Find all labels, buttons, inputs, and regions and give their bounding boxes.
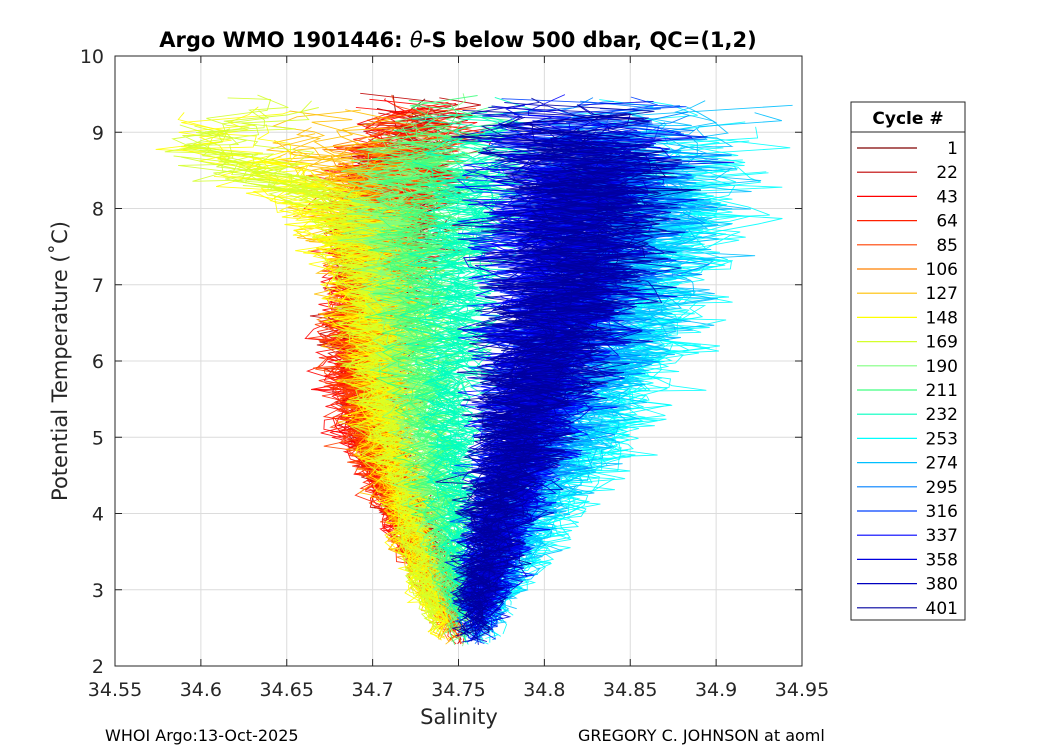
legend-label-232: 232: [926, 405, 958, 425]
plot-frame: [114, 55, 803, 667]
legend-label-274: 274: [926, 454, 958, 474]
legend-label-43: 43: [936, 187, 958, 207]
x-tick-label: 34.8: [523, 679, 565, 701]
profile-line-232: [405, 111, 507, 615]
legend-label-253: 253: [926, 429, 958, 449]
legend-label-22: 22: [936, 163, 958, 183]
x-tick-label: 34.75: [431, 679, 485, 701]
chart-title: Argo WMO 1901446: θ-S below 500 dbar, QC…: [159, 28, 756, 52]
legend-label-1: 1: [947, 139, 958, 159]
legend-label-148: 148: [926, 308, 958, 328]
legend-label-211: 211: [926, 381, 958, 401]
y-tick-label: 8: [92, 199, 104, 221]
x-tick-label: 34.85: [603, 679, 657, 701]
legend-label-85: 85: [936, 236, 958, 256]
legend-title: Cycle #: [872, 109, 943, 129]
legend-box: [850, 101, 966, 621]
legend-label-190: 190: [926, 357, 958, 377]
profile-line-232: [416, 190, 500, 645]
profile-line-401: [465, 113, 682, 640]
x-tick-label: 34.95: [775, 679, 829, 701]
profile-line-169: [171, 97, 434, 615]
legend-label-316: 316: [926, 502, 958, 522]
y-tick-label: 4: [92, 504, 104, 526]
x-tick-labels: 34.55 34.6 34.65 34.7 34.75 34.8 34.85 34.9 34.9…: [88, 679, 829, 701]
x-tick-label: 34.7: [351, 679, 393, 701]
profile-line-401: [450, 131, 675, 609]
profile-line-401: [452, 169, 655, 618]
legend-items: 1 22 43 64 85 106 127 148 169 190 211 232 253 274 295 3…: [857, 139, 958, 619]
x-tick-label: 34.9: [695, 679, 737, 701]
profile-line-211: [380, 130, 473, 633]
legend-label-295: 295: [926, 478, 958, 498]
legend-label-64: 64: [936, 212, 958, 232]
profile-line-401: [455, 140, 697, 620]
legend-label-127: 127: [926, 284, 958, 304]
y-tick-label: 5: [92, 427, 104, 449]
profile-line-169: [186, 100, 444, 607]
profile-line-232: [415, 96, 536, 636]
y-tick-label: 9: [92, 122, 104, 144]
x-tick-label: 34.6: [180, 679, 222, 701]
y-tick-label: 7: [92, 275, 104, 297]
profile-line-401: [450, 129, 652, 612]
x-tick-label: 34.65: [260, 679, 314, 701]
footer-left: WHOI Argo:13-Oct-2025: [105, 726, 299, 745]
y-tick-label: 3: [92, 580, 104, 602]
x-tick-label: 34.55: [88, 679, 142, 701]
y-tick-label: 10: [80, 46, 104, 68]
x-axis-label: Salinity: [420, 705, 498, 729]
profile-line-401: [456, 186, 662, 624]
y-tick-label: 2: [92, 656, 104, 678]
profile-line-253: [485, 140, 751, 635]
profile-line-169: [242, 185, 447, 620]
legend-label-106: 106: [926, 260, 958, 280]
legend-label-401: 401: [926, 599, 958, 619]
legend-label-169: 169: [926, 333, 958, 353]
profile-line-401: [451, 116, 650, 637]
profile-line-232: [407, 181, 495, 610]
legend-label-358: 358: [926, 550, 958, 570]
profile-line-148: [180, 110, 445, 641]
profile-line-274: [475, 169, 719, 624]
y-tick-labels: 2 3 4 5 6 7 8 9 10: [80, 46, 104, 678]
profile-line-190: [346, 115, 456, 608]
profile-line-169: [233, 166, 436, 615]
profile-lines: [155, 92, 793, 647]
legend-label-337: 337: [926, 526, 958, 546]
y-tick-label: 6: [92, 351, 104, 373]
legend-label-380: 380: [926, 575, 958, 595]
profile-line-232: [399, 161, 500, 643]
footer-right: GREGORY C. JOHNSON at aoml: [578, 726, 825, 745]
y-axis-label: Potential Temperature (˚C): [48, 221, 72, 501]
legend: Cycle # 1 22 43 64 85 106 127 148 169 190 211 232 25…: [850, 101, 966, 621]
profile-line-401: [467, 104, 650, 633]
